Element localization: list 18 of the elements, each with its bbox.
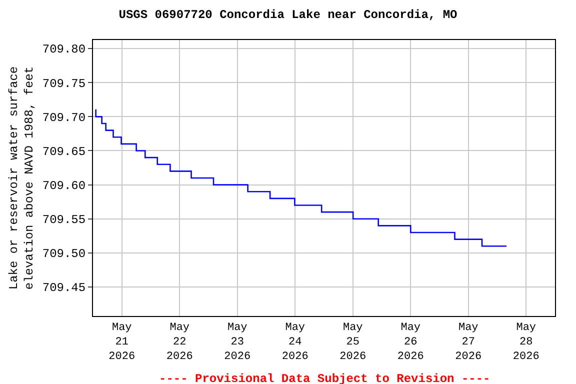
y-tick-label: 709.75 [42,76,86,91]
y-tick-label: 709.50 [42,247,86,262]
x-tick-label: May 26 2026 [397,322,424,363]
y-tick-label: 709.45 [42,281,86,296]
y-tick-label: 709.65 [42,144,86,159]
y-tick-label: 709.80 [42,42,86,57]
x-tick-label: May 25 2026 [340,322,366,363]
chart-title: USGS 06907720 Concordia Lake near Concordia, MO [118,8,458,22]
x-tick-label: May 24 2026 [282,322,308,363]
x-tick-label: May 22 2026 [166,322,193,363]
x-tick-label: May 27 2026 [455,322,482,363]
x-tick-label: May 23 2026 [224,322,251,363]
y-tick-label: 709.70 [42,110,86,125]
y-tick-label: 709.55 [42,213,86,228]
y-tick-label: 709.60 [42,179,86,194]
y-axis-title: Lake or reservoir water surface elevation above NAVD 1988, feet [7,66,37,290]
x-tick-label: May 21 2026 [108,322,136,363]
x-tick-label: May 28 2026 [512,322,540,363]
